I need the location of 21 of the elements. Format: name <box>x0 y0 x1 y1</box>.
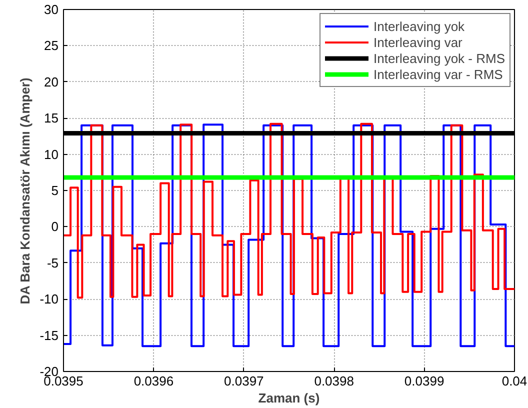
y-tick-label: 15 <box>44 110 59 126</box>
y-tick-label: 5 <box>51 183 59 198</box>
legend-label: Interleaving yok <box>374 18 465 34</box>
y-tick-label: -15 <box>40 328 59 343</box>
y-tick-label: -10 <box>40 292 59 307</box>
y-axis-title: DA Bara Kondansatör Akımı (Amper) <box>18 78 33 304</box>
y-tick-label: 10 <box>44 146 59 162</box>
x-tick-label: 0.0399 <box>404 374 444 388</box>
legend-label: Interleaving var <box>374 34 462 50</box>
y-tick-label: 0 <box>51 219 59 234</box>
y-tick-label: 25 <box>44 38 59 54</box>
x-tick-label: 0.0397 <box>224 374 264 388</box>
x-axis-title: Zaman (s) <box>258 390 320 406</box>
x-tick-label: 0.04 <box>502 374 528 388</box>
y-tick-label: 30 <box>44 2 59 17</box>
x-tick-label: 0.0398 <box>314 374 354 388</box>
y-tick-label: 20 <box>44 74 59 90</box>
legend-label: Interleaving var - RMS <box>374 66 503 82</box>
x-tick-label: 0.0396 <box>134 374 174 388</box>
y-tick-label: -5 <box>46 255 59 270</box>
legend-label: Interleaving yok - RMS <box>374 50 505 66</box>
